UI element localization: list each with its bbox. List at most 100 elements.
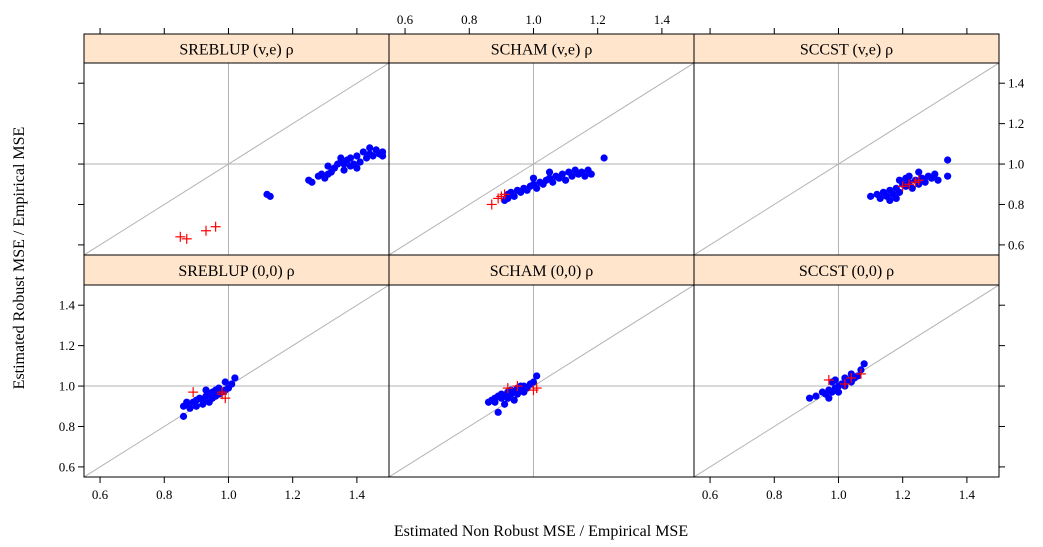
data-cross [531,383,542,394]
data-point [510,396,518,404]
reference-line-diagonal [389,285,694,477]
data-point [221,378,229,386]
x-tick-label: 0.8 [766,487,782,502]
data-point [340,166,348,174]
data-point [841,374,849,382]
data-point [346,154,355,162]
data-point [366,144,374,152]
data-point [494,408,502,416]
data-point [369,152,377,160]
panel-strip [693,254,1000,286]
y-tick-label: 0.6 [59,459,76,474]
data-point [549,178,557,186]
data-cross [175,231,186,242]
data-point [529,174,538,182]
data-point [931,170,939,178]
panel-frame [693,284,1000,478]
panel: SCHAM (0,0) ρ [388,254,695,478]
data-cross [846,372,857,383]
y-tick-label: 0.8 [1008,197,1024,212]
x-tick-label: 0.6 [397,12,414,27]
data-point [587,170,595,178]
y-tick-label: 1.2 [1008,116,1024,131]
data-cross [823,374,834,385]
panel: SCCST (v,e) ρ [693,33,1000,256]
y-tick-label: 1.0 [59,379,75,394]
data-point [199,400,207,408]
reference-line-diagonal [389,63,694,255]
ticks-layer: 0.6 0.8 1.0 1.2 1.4 0.6 0.8 1.0 1.2 1.4 0.6 0.8 1.0 1… [59,12,1025,502]
data-point [944,156,952,164]
y-tick-label: 0.8 [59,419,75,434]
panel: SREBLUP (0,0) ρ [83,254,390,478]
panel-plot-area [694,63,999,255]
x-tick-label: 0.8 [461,12,477,27]
data-point [915,168,923,176]
x-tick-label: 1.4 [349,487,366,502]
panel: SCCST (0,0) ρ [693,254,1000,478]
data-point [812,392,820,400]
data-point [600,154,608,162]
reference-line-diagonal [84,63,389,255]
data-point [866,192,875,200]
panel-title: SCHAM (v,e) ρ [491,42,593,59]
panel-plot-area [84,285,389,477]
panel-title: SCCST (v,e) ρ [800,42,893,59]
data-cross [220,393,231,404]
panel: SCHAM (v,e) ρ [388,33,695,256]
data-point [500,400,509,408]
data-point [895,176,904,184]
data-point [491,398,499,406]
data-point [266,192,274,200]
data-cross [502,383,513,394]
data-point [353,152,361,160]
panel-title: SREBLUP (0,0) ρ [178,263,294,280]
data-point [568,172,576,180]
data-cross [181,233,192,244]
data-point [805,394,814,402]
x-tick-label: 0.8 [156,487,172,502]
data-point [876,194,884,203]
panel-strip [388,33,695,64]
data-point [895,188,904,196]
data-point [378,152,387,160]
data-point [834,388,843,396]
data-point [192,402,200,410]
x-tick-label: 1.2 [590,12,606,27]
x-tick-label: 0.6 [702,487,719,502]
panel: SREBLUP (v,e) ρ [83,33,390,256]
data-cross [188,387,199,398]
data-point [183,398,191,406]
data-point [510,192,518,200]
y-axis-label: Estimated Robust MSE / Empirical MSE [11,127,28,390]
x-tick-label: 1.4 [654,12,671,27]
x-tick-label: 1.4 [959,487,976,502]
data-point [558,170,566,178]
data-point [908,184,916,192]
data-cross [210,221,221,232]
data-point [231,374,239,382]
data-cross [897,181,908,192]
data-point [186,404,194,412]
data-point [934,176,942,184]
data-cross [855,368,866,379]
data-cross [913,175,924,186]
data-point [944,172,952,180]
data-point [860,360,868,368]
x-tick-label: 1.2 [895,487,911,502]
data-point [337,154,345,162]
panel-plot-area [84,63,389,255]
y-tick-label: 0.6 [1008,237,1025,252]
data-point [533,372,541,380]
data-point [308,178,316,186]
data-point [356,158,364,166]
data-cross [839,379,850,390]
data-point [202,386,210,394]
panel-plot-area [389,285,694,477]
panels-layer: SREBLUP (v,e) ρ SCHAM (v,e) ρ SCCST (v,e) … [83,33,1000,478]
data-point [831,376,839,384]
data-cross [499,189,510,200]
panel-plot-area [389,63,694,255]
panel-title: SCCST (0,0) ρ [799,263,894,280]
data-point [179,412,188,420]
